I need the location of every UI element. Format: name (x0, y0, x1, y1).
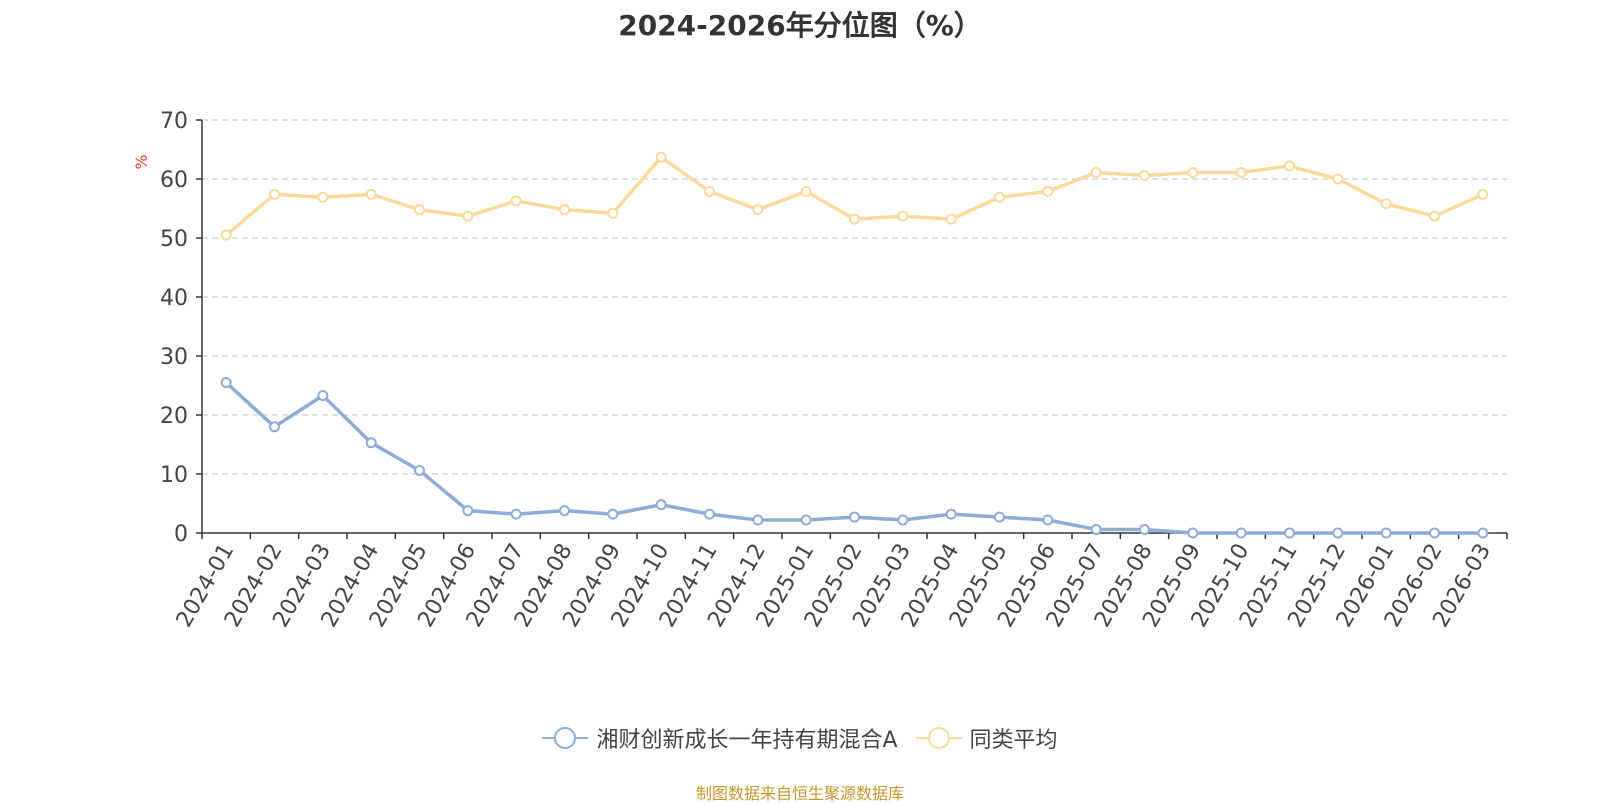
data-point (220, 229, 232, 241)
data-point (1380, 527, 1392, 539)
legend-item-peer-average[interactable]: 同类平均 (915, 722, 1058, 754)
data-point (704, 185, 715, 197)
data-point (1187, 527, 1199, 539)
data-point (752, 204, 764, 216)
legend-line-circle-icon (542, 726, 589, 750)
data-point (1090, 523, 1102, 535)
data-point (897, 514, 909, 526)
y-tick-label: 20 (160, 404, 188, 429)
legend-item-fund[interactable]: 湘财创新成长一年持有期混合A (542, 722, 898, 754)
legend-label-peer-average: 同类平均 (969, 728, 1058, 753)
data-point (269, 188, 280, 200)
y-tick-label: 70 (160, 109, 188, 134)
data-point (849, 511, 860, 523)
series-line-0 (224, 381, 1483, 535)
data-point (607, 207, 619, 219)
legend-label-fund: 湘财创新成长一年持有期混合A (596, 728, 898, 753)
data-source-note: 制图数据来自恒生聚源数据库 (695, 784, 904, 803)
data-point (1380, 198, 1392, 210)
data-point (1187, 167, 1199, 179)
data-point (1139, 523, 1150, 535)
data-point (317, 390, 329, 402)
data-point (1139, 169, 1150, 181)
data-point (1477, 527, 1489, 539)
data-point (1332, 173, 1344, 185)
chart-title: 2024-2026年分位图（%） (618, 9, 982, 42)
data-point (1284, 527, 1295, 539)
data-point (220, 377, 232, 389)
data-point (365, 437, 377, 449)
y-tick-label: 0 (174, 522, 188, 547)
data-point (1332, 527, 1344, 539)
data-point (559, 204, 570, 216)
y-tick-label: 10 (160, 463, 188, 488)
data-point (510, 508, 522, 520)
data-point (317, 191, 329, 203)
y-tick-label: 40 (160, 286, 188, 311)
legend: 湘财创新成长一年持有期混合A 同类平均 (0, 722, 1600, 754)
data-point (1429, 527, 1440, 539)
data-point (1090, 167, 1102, 179)
data-point (462, 210, 474, 222)
data-point (1042, 514, 1054, 526)
data-point (800, 185, 812, 197)
data-point (752, 514, 764, 526)
y-tick-label: 50 (160, 227, 188, 252)
legend-line-circle-icon (915, 726, 962, 750)
data-point (414, 464, 425, 476)
y-tick-label: 30 (160, 345, 188, 370)
data-point (994, 511, 1005, 523)
data-point (365, 188, 377, 200)
data-point (462, 505, 474, 517)
data-point (897, 210, 909, 222)
data-point (1042, 185, 1054, 197)
data-point (1284, 160, 1295, 172)
data-point (559, 505, 570, 517)
data-point (1235, 167, 1247, 179)
data-point (655, 151, 667, 163)
data-point (704, 508, 715, 520)
data-point (1477, 188, 1489, 200)
data-point (945, 508, 957, 520)
data-point (655, 499, 667, 511)
data-point (849, 213, 860, 225)
data-point (414, 204, 425, 216)
data-point (1235, 527, 1247, 539)
data-point (510, 195, 522, 207)
y-tick-label: 60 (160, 168, 188, 193)
data-point (1429, 210, 1440, 222)
y-axis-label: % (132, 154, 151, 169)
data-point (800, 514, 812, 526)
data-point (607, 508, 619, 520)
data-point (994, 191, 1005, 203)
data-point (945, 213, 957, 225)
data-point (269, 421, 280, 433)
